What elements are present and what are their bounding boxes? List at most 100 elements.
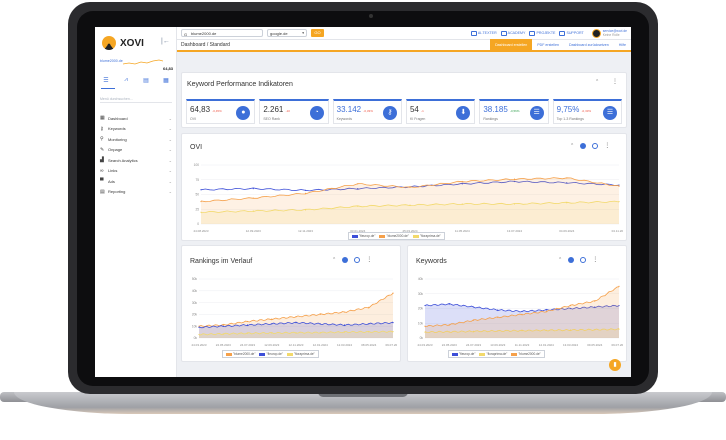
data-point[interactable] <box>424 331 426 333</box>
data-point[interactable] <box>461 180 463 183</box>
data-point[interactable] <box>618 185 620 187</box>
more-options-icon[interactable]: ⋮ <box>604 143 611 149</box>
data-point[interactable] <box>304 209 307 211</box>
data-point[interactable] <box>461 203 463 205</box>
data-point[interactable] <box>521 330 523 332</box>
data-point[interactable] <box>246 324 249 326</box>
settings-icon[interactable] <box>580 142 587 149</box>
data-point[interactable] <box>461 183 463 185</box>
kpi-rankings[interactable]: 38.185 -0,56% Rankings ☰ <box>479 99 549 124</box>
data-point[interactable] <box>409 186 411 189</box>
data-point[interactable] <box>448 303 450 305</box>
data-point[interactable] <box>566 202 568 204</box>
data-point[interactable] <box>357 188 359 190</box>
data-point[interactable] <box>618 328 620 330</box>
kpi-ki-fragen[interactable]: 54 -1 KI Fragen ⬇ <box>405 99 476 124</box>
data-point[interactable] <box>472 330 475 332</box>
user-menu[interactable]: service@xovi.de Keine Rolle <box>591 28 627 38</box>
data-point[interactable] <box>252 210 254 212</box>
collapse-sidebar-icon[interactable]: |← <box>161 38 170 45</box>
data-point[interactable] <box>424 325 426 327</box>
legend-item[interactable]: "blume2000.de" <box>511 352 541 356</box>
sidebar-item-ads[interactable]: ▀ Ads ⌄ <box>100 176 172 187</box>
help-button[interactable]: Hilfe <box>618 43 626 47</box>
data-point[interactable] <box>618 285 620 287</box>
legend-item[interactable]: "fleurop.de" <box>352 234 375 238</box>
document-icon[interactable]: ▤ <box>143 78 149 84</box>
project-name[interactable]: blume2000.de <box>100 59 123 63</box>
data-point[interactable] <box>304 192 307 194</box>
menu-icon[interactable]: ☰ <box>103 78 109 84</box>
data-point[interactable] <box>545 309 547 311</box>
data-point[interactable] <box>252 188 254 190</box>
collapse-icon[interactable]: ⌃ <box>332 256 337 263</box>
data-point[interactable] <box>343 311 346 313</box>
series-line[interactable] <box>200 177 620 203</box>
data-point[interactable] <box>594 300 596 302</box>
data-point[interactable] <box>448 331 450 333</box>
data-point[interactable] <box>497 316 499 318</box>
settings-icon[interactable] <box>342 256 349 263</box>
legend-item[interactable]: "blume2000.de" <box>226 352 255 356</box>
sidebar-item-reporting[interactable]: ▤ Reporting ⌄ <box>100 187 172 198</box>
data-point[interactable] <box>368 306 370 308</box>
collapse-icon[interactable]: ⌃ <box>595 79 600 85</box>
data-point[interactable] <box>357 183 359 185</box>
data-point[interactable] <box>271 323 273 325</box>
legend-item[interactable]: "fleurop.de" <box>259 352 283 356</box>
data-point[interactable] <box>304 189 307 191</box>
data-point[interactable] <box>392 292 394 294</box>
data-point[interactable] <box>472 319 475 321</box>
grid-icon[interactable]: ▦ <box>163 78 169 84</box>
data-point[interactable] <box>200 189 202 191</box>
series-line[interactable] <box>198 321 394 329</box>
data-point[interactable] <box>513 203 516 205</box>
data-point[interactable] <box>424 304 426 307</box>
menu-search-input[interactable]: Menü durchsuchen... <box>100 95 172 103</box>
data-point[interactable] <box>295 332 297 334</box>
data-point[interactable] <box>343 324 346 326</box>
more-options-icon[interactable]: ⋮ <box>366 257 373 263</box>
legend-item[interactable]: "fleurop.de" <box>452 352 475 356</box>
data-point[interactable] <box>569 304 572 307</box>
data-point[interactable] <box>319 323 321 325</box>
sidebar-item-search-analytics[interactable]: ▟ Search Analytics ⌄ <box>100 155 172 166</box>
data-point[interactable] <box>357 205 359 207</box>
legend-item[interactable]: "floraprima.de" <box>286 352 315 356</box>
data-point[interactable] <box>222 333 224 335</box>
data-point[interactable] <box>200 211 202 213</box>
data-point[interactable] <box>472 306 475 308</box>
ai-texter-link[interactable]: AI-TEXTER <box>470 30 497 36</box>
go-button[interactable]: GO <box>311 29 324 37</box>
data-point[interactable] <box>566 177 568 179</box>
data-point[interactable] <box>618 304 620 307</box>
data-point[interactable] <box>513 178 516 180</box>
sidebar-item-keywords[interactable]: ⚷ Keywords ⌄ <box>100 124 172 135</box>
data-point[interactable] <box>295 316 297 318</box>
data-point[interactable] <box>566 182 568 184</box>
logo[interactable]: XOVI <box>102 36 144 50</box>
data-point[interactable] <box>368 331 370 333</box>
projects-link[interactable]: PROJEKTE <box>529 30 555 36</box>
data-point[interactable] <box>222 325 224 327</box>
data-point[interactable] <box>569 329 572 331</box>
data-point[interactable] <box>594 329 596 331</box>
kpi-top-rankings[interactable]: 9,75% -0,33% Top 1-3 Rankings ☰ <box>552 99 622 124</box>
sidebar-item-dashboard[interactable]: ▦ Dashboard ⌄ <box>100 113 172 124</box>
data-point[interactable] <box>200 200 202 203</box>
data-point[interactable] <box>409 204 411 206</box>
kpi-seo-rank[interactable]: 2.261 -10 SEO Rank ◔ <box>259 99 329 124</box>
data-point[interactable] <box>513 180 516 183</box>
globe-icon[interactable] <box>354 256 361 263</box>
data-point[interactable] <box>222 324 224 326</box>
more-options-icon[interactable]: ⋮ <box>592 257 599 263</box>
kpi-ovi[interactable]: 64,83 -0,45% OVI ● <box>186 99 256 124</box>
globe-icon[interactable] <box>580 256 587 263</box>
data-point[interactable] <box>198 333 200 336</box>
data-point[interactable] <box>368 323 370 325</box>
sidebar-item-links[interactable]: ∞ Links ⌄ <box>100 166 172 177</box>
chart-icon[interactable]: ⩘ <box>124 77 128 83</box>
chat-icon[interactable]: ▮ <box>609 359 621 371</box>
data-point[interactable] <box>392 322 394 324</box>
